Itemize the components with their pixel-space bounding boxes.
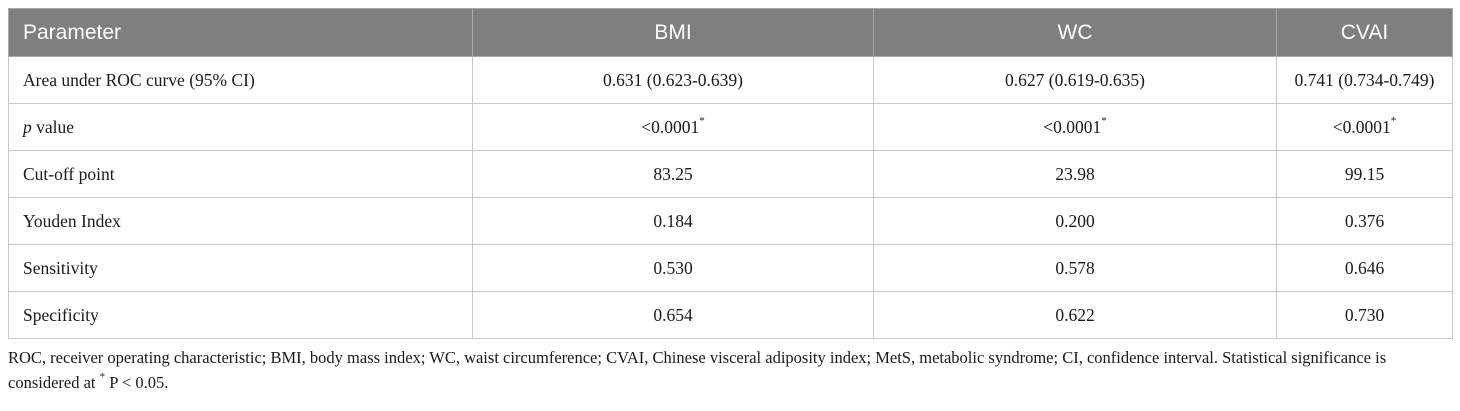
footnote-tail: P < 0.05.: [105, 373, 169, 392]
cell-value: 0.200: [1055, 210, 1095, 231]
cell-value: 99.15: [1344, 163, 1385, 184]
cell-value: 0.622: [1055, 304, 1095, 325]
cell-bmi: 83.25: [472, 150, 874, 198]
cell-cvai: 0.646: [1276, 244, 1453, 292]
table-row: Sensitivity 0.530 0.578 0.646: [8, 244, 1453, 292]
cell-cvai: 0.741 (0.734-0.749): [1276, 56, 1453, 104]
row-label-italic: p: [23, 116, 32, 137]
cell-value: 83.25: [653, 163, 693, 184]
cell-value: <0.0001: [1043, 116, 1102, 137]
cell-value: <0.0001: [1332, 116, 1391, 137]
row-label-text: value: [31, 116, 75, 137]
header-bmi: BMI: [472, 8, 874, 57]
row-label: Area under ROC curve (95% CI): [8, 56, 473, 104]
cell-value: 0.631 (0.623-0.639): [603, 69, 743, 90]
cell-value: <0.0001: [641, 116, 700, 137]
table-header-row: Parameter BMI WC CVAI: [8, 8, 1453, 57]
cell-bmi: <0.0001*: [472, 103, 874, 151]
table-footnote: ROC, receiver operating characteristic; …: [8, 345, 1452, 395]
cell-bmi: 0.654: [472, 291, 874, 339]
cell-wc: 0.622: [873, 291, 1277, 339]
cell-bmi: 0.631 (0.623-0.639): [472, 56, 874, 104]
row-label: Youden Index: [8, 197, 473, 245]
table-row: Specificity 0.654 0.622 0.730: [8, 291, 1453, 339]
cell-value: 0.376: [1344, 210, 1385, 231]
cell-value: 23.98: [1055, 163, 1095, 184]
row-label: Cut-off point: [8, 150, 473, 198]
row-label: Sensitivity: [8, 244, 473, 292]
table-row: Cut-off point 83.25 23.98 99.15: [8, 150, 1453, 198]
row-label-text: Cut-off point: [23, 163, 115, 184]
cell-wc: 0.200: [873, 197, 1277, 245]
cell-value: 0.646: [1344, 257, 1385, 278]
cell-wc: 0.627 (0.619-0.635): [873, 56, 1277, 104]
row-label-text: Sensitivity: [23, 257, 98, 278]
cell-sup: *: [1390, 114, 1397, 127]
table-row: p value <0.0001* <0.0001* <0.0001*: [8, 103, 1453, 151]
footnote-text: ROC, receiver operating characteristic; …: [8, 348, 1387, 392]
row-label-text: Area under ROC curve (95% CI): [23, 69, 255, 90]
header-wc: WC: [873, 8, 1277, 57]
row-label-text: Youden Index: [23, 210, 121, 231]
roc-results-table: Parameter BMI WC CVAI Area under ROC cur…: [8, 8, 1453, 339]
table-row: Youden Index 0.184 0.200 0.376: [8, 197, 1453, 245]
cell-bmi: 0.530: [472, 244, 874, 292]
header-parameter: Parameter: [8, 8, 473, 57]
cell-cvai: 0.376: [1276, 197, 1453, 245]
cell-cvai: 99.15: [1276, 150, 1453, 198]
cell-wc: 0.578: [873, 244, 1277, 292]
cell-value: 0.741 (0.734-0.749): [1294, 69, 1435, 90]
cell-value: 0.578: [1055, 257, 1095, 278]
cell-sup: *: [699, 114, 705, 127]
row-label-text: Specificity: [23, 304, 99, 325]
cell-cvai: <0.0001*: [1276, 103, 1453, 151]
footnote-sup: *: [99, 370, 106, 383]
cell-sup: *: [1101, 114, 1107, 127]
header-cvai: CVAI: [1276, 8, 1453, 57]
row-label: p value: [8, 103, 473, 151]
cell-wc: 23.98: [873, 150, 1277, 198]
cell-value: 0.627 (0.619-0.635): [1005, 69, 1145, 90]
cell-value: 0.530: [653, 257, 693, 278]
cell-bmi: 0.184: [472, 197, 874, 245]
table-row: Area under ROC curve (95% CI) 0.631 (0.6…: [8, 56, 1453, 104]
cell-value: 0.184: [653, 210, 693, 231]
row-label: Specificity: [8, 291, 473, 339]
results-table-container: Parameter BMI WC CVAI Area under ROC cur…: [8, 8, 1453, 339]
cell-wc: <0.0001*: [873, 103, 1277, 151]
cell-cvai: 0.730: [1276, 291, 1453, 339]
cell-value: 0.730: [1344, 304, 1385, 325]
cell-value: 0.654: [653, 304, 693, 325]
